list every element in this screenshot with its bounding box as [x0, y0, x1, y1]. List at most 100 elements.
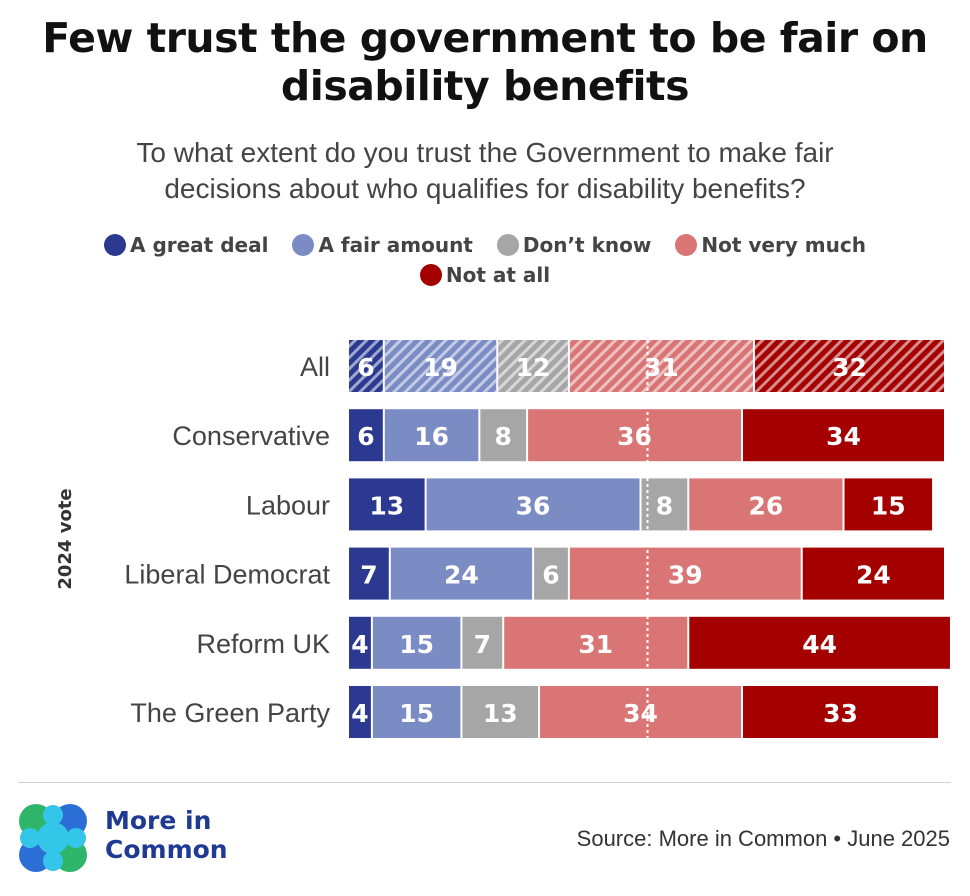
- bar-segment-not-at-all: [844, 478, 933, 531]
- bar-segment-not-very-much: [569, 547, 801, 600]
- legend-item-not-at-all: Not at all: [419, 260, 551, 290]
- bar-segment-a-great-deal: [349, 409, 383, 462]
- source-note: Source: More in Common • June 2025: [576, 826, 950, 851]
- bar-segment-a-great-deal: [349, 616, 371, 669]
- legend-item-a-great-deal: A great deal: [104, 230, 268, 260]
- bar-segment-a-fair-amount: [426, 478, 640, 531]
- data-label: 26: [749, 491, 784, 520]
- bar-segment-don-t-know: [534, 547, 568, 600]
- data-label: 15: [399, 630, 434, 659]
- logo-line2: Common: [105, 835, 228, 864]
- bar-segment-not-very-much: [689, 478, 843, 531]
- data-label: 12: [516, 353, 551, 382]
- bar-segment-not-at-all: [802, 547, 944, 600]
- legend-item-a-fair-amount: A fair amount: [292, 230, 473, 260]
- data-label: 44: [802, 630, 837, 659]
- logo-wordmark: More in Common: [105, 806, 228, 864]
- bar-segment-not-at-all: [743, 686, 939, 738]
- category-label: Labour: [246, 490, 330, 520]
- data-label: 6: [357, 422, 374, 451]
- y-axis-title: 2024 vote: [55, 488, 76, 589]
- chart-subtitle: To what extent do you trust the Governme…: [0, 135, 970, 207]
- footer-divider: [18, 782, 951, 783]
- data-label: 39: [668, 561, 703, 590]
- data-label: 34: [826, 422, 861, 451]
- legend-swatch-icon: [292, 234, 315, 256]
- data-label: 7: [474, 630, 491, 659]
- bar-row-labour: Labour 13 36 8 26 15: [246, 478, 933, 531]
- legend-label: A fair amount: [318, 233, 473, 257]
- chart-title-line2: disability benefits: [280, 62, 690, 110]
- data-label: 36: [617, 422, 652, 451]
- data-label: 15: [399, 699, 434, 728]
- bar-segment-not-very-much: [540, 686, 742, 738]
- bar-segment-a-fair-amount: [372, 686, 461, 738]
- legend-swatch-icon: [675, 234, 698, 256]
- stacked-bar-chart: 2024 vote All 6 19 12 31 32 Conservative 6 16 8 36 3…: [55, 340, 950, 738]
- legend-swatch-icon: [496, 234, 519, 256]
- bar-segment-don-t-know: [480, 409, 527, 462]
- bar-row-conservative: Conservative 6 16 8 36 34: [172, 409, 944, 462]
- data-label: 4: [351, 699, 368, 728]
- data-label: 24: [444, 561, 479, 590]
- data-label: 24: [856, 561, 891, 590]
- bar-hatch-overlay: [754, 340, 944, 392]
- bar-segment-a-fair-amount: [390, 547, 533, 600]
- bar-row-the-green-party: The Green Party 4 15 13 34 33: [130, 686, 939, 738]
- legend-label: Not at all: [445, 263, 551, 287]
- chart-subtitle-line2: decisions about who qualifies for disabi…: [164, 173, 806, 204]
- data-label: 7: [360, 561, 377, 590]
- data-label: 16: [414, 422, 449, 451]
- data-label: 6: [357, 353, 374, 382]
- bar-segment-a-fair-amount: [384, 409, 479, 462]
- legend-swatch-icon: [419, 264, 442, 286]
- bar-segment-not-at-all: [743, 409, 944, 462]
- legend-label: Not very much: [701, 233, 866, 257]
- category-label: All: [300, 352, 330, 382]
- data-label: 34: [623, 699, 658, 728]
- data-label: 15: [871, 491, 906, 520]
- data-label: 13: [369, 491, 404, 520]
- bar-hatch-overlay: [384, 340, 497, 392]
- bar-segment-don-t-know: [462, 616, 503, 669]
- bar-segment-not-very-much: [504, 616, 688, 669]
- bar-hatch-overlay: [349, 340, 383, 392]
- data-label: 19: [423, 353, 458, 382]
- category-label: The Green Party: [130, 698, 330, 728]
- category-label: Liberal Democrat: [124, 560, 330, 590]
- bar-segment-don-t-know: [641, 478, 688, 531]
- bar-segment-a-great-deal: [349, 547, 389, 600]
- legend-label: A great deal: [130, 233, 269, 257]
- bar-segment-a-great-deal: [349, 686, 371, 738]
- data-label: 8: [656, 491, 673, 520]
- data-label: 8: [495, 422, 512, 451]
- chart-title: Few trust the government to be fair on d…: [0, 14, 970, 110]
- bar-segment-a-great-deal: [349, 478, 425, 531]
- logo-line1: More in: [105, 806, 212, 835]
- more-in-common-logo-icon: [19, 804, 87, 872]
- data-label: 31: [644, 353, 679, 382]
- bar-row-all: All 6 19 12 31 32: [300, 340, 944, 392]
- data-label: 32: [832, 353, 867, 382]
- category-label: Reform UK: [196, 629, 330, 659]
- bar-segment-don-t-know: [462, 686, 539, 738]
- data-label: 4: [351, 630, 368, 659]
- bar-hatch-overlay: [498, 340, 568, 392]
- data-label: 13: [483, 699, 518, 728]
- legend-item-don-t-know: Don’t know: [496, 230, 652, 260]
- legend-label: Don’t know: [522, 233, 652, 257]
- data-label: 31: [578, 630, 613, 659]
- bar-row-liberal-democrat: Liberal Democrat 7 24 6 39 24: [124, 547, 944, 600]
- chart-legend: A great deal A fair amount Don’t know Not v…: [40, 230, 930, 290]
- bar-row-reform-uk: Reform UK 4 15 7 31 44: [196, 616, 950, 669]
- legend-item-not-very-much: Not very much: [675, 230, 866, 260]
- data-label: 36: [516, 491, 551, 520]
- chart-subtitle-line1: To what extent do you trust the Governme…: [136, 137, 834, 168]
- category-label: Conservative: [172, 421, 330, 451]
- data-label: 6: [542, 561, 559, 590]
- bar-segment-not-very-much: [528, 409, 742, 462]
- bar-segment-not-at-all: [689, 616, 950, 669]
- bar-hatch-overlay: [569, 340, 753, 392]
- data-label: 33: [823, 699, 858, 728]
- legend-swatch-icon: [104, 234, 126, 256]
